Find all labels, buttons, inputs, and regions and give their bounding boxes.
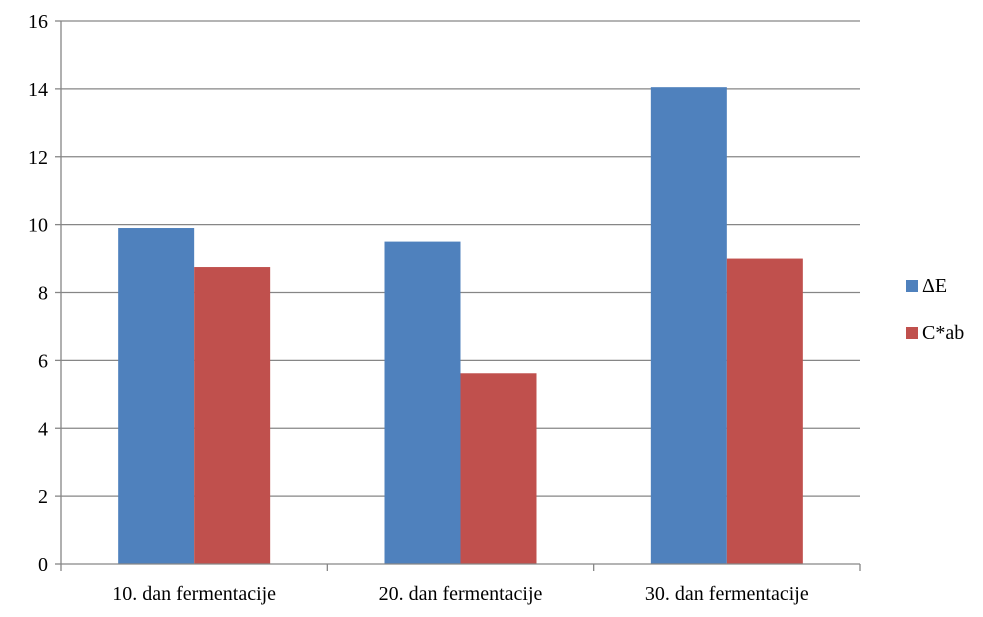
x-category-label: 30. dan fermentacije <box>645 583 809 605</box>
y-tick-label: 16 <box>28 11 48 33</box>
legend-label: C*ab <box>922 322 964 344</box>
y-tick-labels: 0 2 4 6 8 10 12 14 16 <box>28 11 61 576</box>
legend-swatch <box>906 327 918 339</box>
legend-label: ΔE <box>922 275 947 297</box>
bar-c-ab-1 <box>194 267 271 564</box>
y-tick-label: 14 <box>28 79 48 101</box>
legend: ΔE C*ab <box>906 275 964 344</box>
y-tick-label: 0 <box>38 554 48 576</box>
y-tick-label: 12 <box>28 147 48 169</box>
x-category-label: 20. dan fermentacije <box>379 583 543 605</box>
y-tick-label: 6 <box>38 350 48 372</box>
x-category-labels: 10. dan fermentacije 20. dan fermentacije… <box>112 583 809 605</box>
x-category-label: 10. dan fermentacije <box>112 583 276 605</box>
y-tick-label: 10 <box>28 215 48 237</box>
bar-c-ab-2 <box>460 373 537 564</box>
legend-swatch <box>906 280 918 292</box>
y-tick-label: 4 <box>38 418 48 440</box>
bar-c-ab-3 <box>726 258 803 564</box>
bar-delta-e-3 <box>650 87 727 564</box>
bar-delta-e-2 <box>384 241 461 564</box>
bars <box>118 87 803 565</box>
bar-delta-e-1 <box>118 228 195 565</box>
y-tick-label: 2 <box>38 486 48 508</box>
y-tick-label: 8 <box>38 283 48 305</box>
